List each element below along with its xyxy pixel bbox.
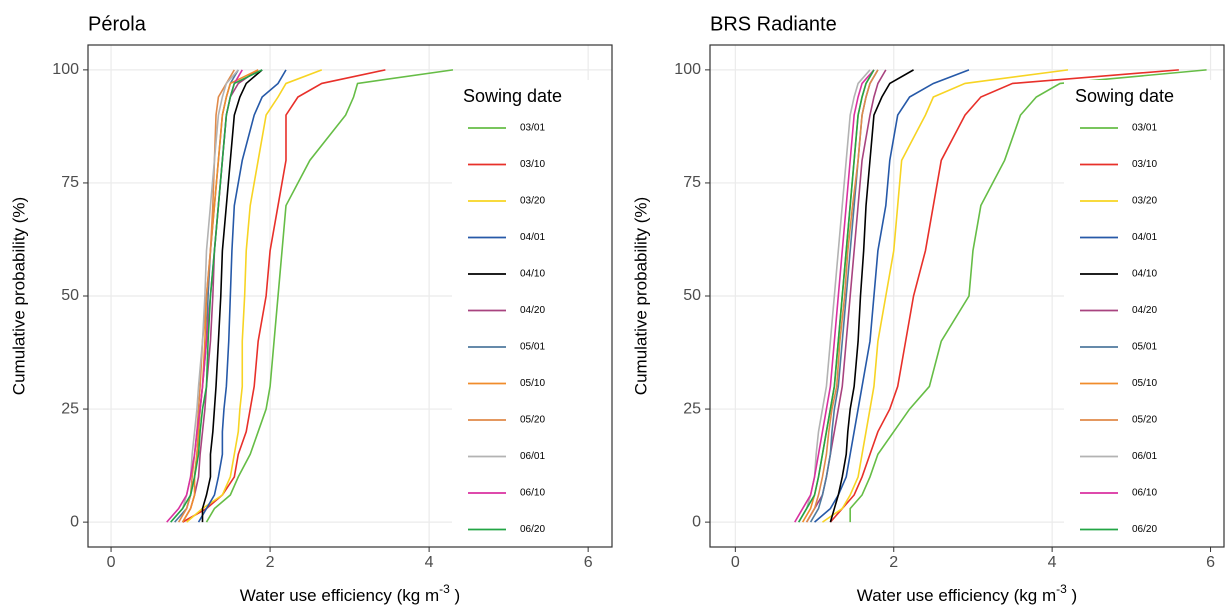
- panel: BRS Radiante 0 2 4 6 0 25 50 75 100 Sowing date 03/…: [631, 13, 1225, 605]
- x-tick-label: 2: [266, 554, 275, 571]
- series-line: [170, 69, 263, 523]
- plot-border: [709, 44, 1225, 548]
- lines: [166, 69, 454, 523]
- legend-title: Sowing date: [463, 86, 562, 106]
- x-axis-title: Water use efficiency (kg m-3 ): [240, 582, 460, 605]
- x-axis-title: Water use efficiency (kg m-3 ): [857, 582, 1077, 605]
- legend-label: 03/20: [520, 196, 545, 207]
- y-tick-label: 50: [61, 287, 79, 304]
- legend-label: 05/10: [520, 378, 545, 389]
- plot-border: [87, 44, 613, 548]
- legend-label: 03/01: [520, 123, 545, 134]
- y-tick-label: 25: [683, 400, 701, 417]
- lines: [794, 69, 1207, 523]
- legend-label: 05/01: [1132, 342, 1157, 353]
- series-line: [182, 69, 386, 523]
- y-tick-label: 50: [683, 287, 701, 304]
- panel: Pérola 0 2 4 6 0 25 50 75 100 Sowing date 03/01 03/1…: [9, 13, 613, 605]
- y-tick-label: 0: [692, 513, 701, 530]
- x-tick-label: 0: [731, 554, 740, 571]
- legend-label: 06/01: [520, 451, 545, 462]
- y-axis-title: Cumulative probability (%): [9, 197, 28, 395]
- legend-label: 06/10: [520, 488, 545, 499]
- series-line: [798, 69, 875, 523]
- legend-label: 03/20: [1132, 196, 1157, 207]
- series-line: [181, 69, 259, 523]
- legend-background: [452, 80, 612, 546]
- x-tick-label: 4: [425, 554, 434, 571]
- y-tick-label: 75: [683, 174, 701, 191]
- x-axis-title-text: Water use efficiency (kg m: [857, 586, 1056, 605]
- legend-label: 05/20: [520, 415, 545, 426]
- legend-label: 03/10: [1132, 159, 1157, 170]
- y-tick-label: 0: [70, 513, 79, 530]
- legend-title: Sowing date: [1075, 86, 1174, 106]
- series-line: [197, 69, 287, 523]
- series-line: [822, 69, 1069, 523]
- y-tick-label: 25: [61, 400, 79, 417]
- x-tick-label: 0: [107, 554, 116, 571]
- series-line: [814, 69, 970, 523]
- series-line: [186, 69, 323, 523]
- series-line: [829, 69, 914, 523]
- legend-label: 04/20: [520, 305, 545, 316]
- legend-label: 06/10: [1132, 488, 1157, 499]
- legend-label: 03/10: [520, 159, 545, 170]
- legend-label: 05/20: [1132, 415, 1157, 426]
- y-axis-title: Cumulative probability (%): [631, 197, 650, 395]
- panel-title: Pérola: [88, 13, 147, 35]
- legend-label: 04/10: [520, 269, 545, 280]
- y-tick-label: 100: [674, 61, 701, 78]
- legend-label: 04/20: [1132, 305, 1157, 316]
- legend-label: 05/10: [1132, 378, 1157, 389]
- series-line: [849, 69, 1207, 523]
- legend-label: 06/20: [520, 524, 545, 535]
- legend-background: [1064, 80, 1224, 546]
- legend-label: 04/01: [1132, 232, 1157, 243]
- series-line: [794, 69, 875, 523]
- series-line: [829, 69, 1179, 523]
- x-axis-title-text: Water use efficiency (kg m: [240, 586, 439, 605]
- y-tick-label: 100: [52, 61, 79, 78]
- y-tick-label: 75: [61, 174, 79, 191]
- legend-label: 04/10: [1132, 269, 1157, 280]
- legend-label: 05/01: [520, 342, 545, 353]
- x-tick-label: 4: [1048, 554, 1057, 571]
- legend-label: 06/20: [1132, 524, 1157, 535]
- x-axis-title-sup: -3: [1056, 582, 1067, 596]
- x-axis-title-end: ): [1067, 586, 1077, 605]
- legend-label: 06/01: [1132, 451, 1157, 462]
- x-tick-label: 2: [889, 554, 898, 571]
- legend-label: 03/01: [1132, 123, 1157, 134]
- x-axis-title-end: ): [450, 586, 460, 605]
- x-tick-label: 6: [584, 554, 593, 571]
- series-line: [805, 69, 879, 523]
- series-line: [201, 69, 263, 523]
- panel-title: BRS Radiante: [710, 13, 837, 35]
- legend-label: 04/01: [520, 232, 545, 243]
- series-line: [205, 69, 454, 523]
- x-axis-title-sup: -3: [439, 582, 450, 596]
- x-tick-label: 6: [1206, 554, 1215, 571]
